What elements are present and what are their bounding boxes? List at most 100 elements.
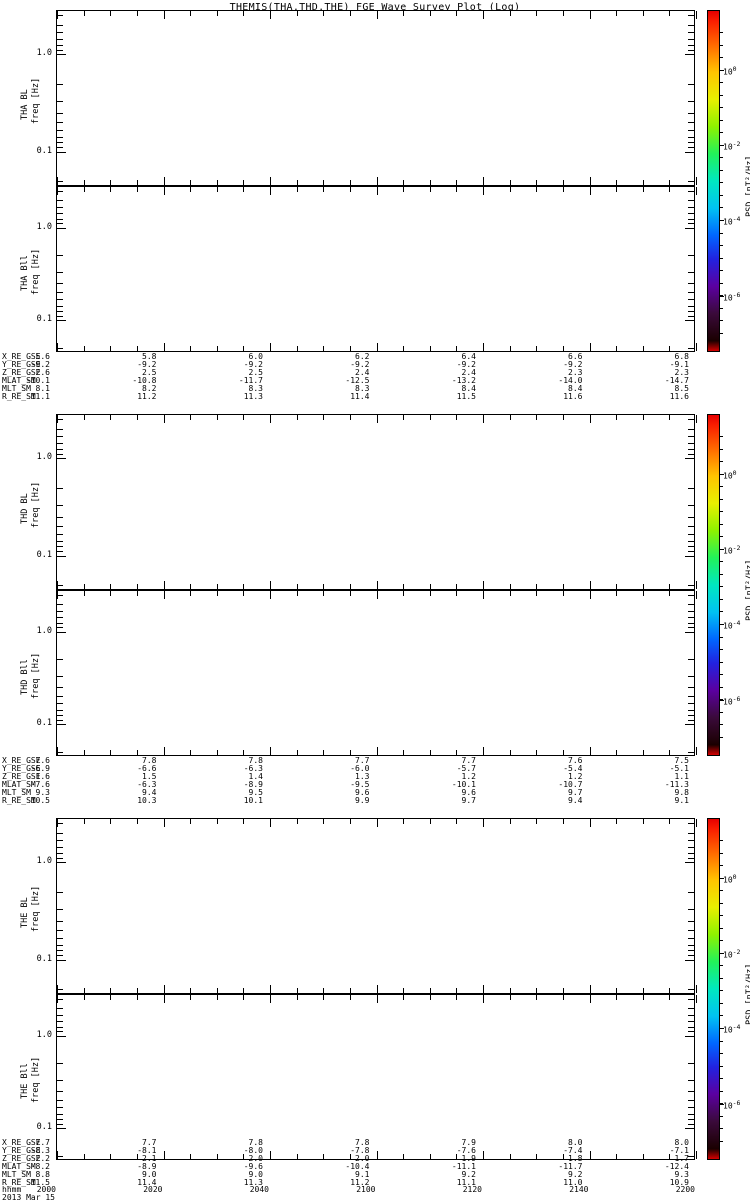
y-axis-tick	[57, 585, 63, 587]
time-tick-label: 2200	[675, 1185, 695, 1195]
x-axis-minor-tick	[296, 591, 298, 596]
x-axis-tick	[696, 985, 697, 993]
y-axis-tick	[688, 49, 694, 51]
y-axis-tick	[688, 1107, 694, 1109]
colorbar-minor-tick	[720, 711, 723, 713]
x-axis-minor-tick	[456, 415, 458, 420]
ephemeris-value: 9.1	[674, 795, 689, 805]
y-axis-tick	[57, 1007, 63, 1009]
x-axis-minor-tick	[83, 415, 85, 420]
y-axis-tick	[688, 585, 694, 587]
x-axis-minor-tick	[243, 11, 245, 16]
ephemeris-value: -10.8	[132, 375, 157, 385]
x-axis-minor-tick	[296, 346, 298, 351]
x-axis-minor-tick	[429, 180, 431, 185]
time-tick-label: 2000	[36, 1185, 56, 1195]
time-tick-label: 2020	[143, 1185, 163, 1195]
colorbar-minor-tick	[720, 561, 723, 563]
x-axis-tick	[57, 415, 58, 423]
y-axis-tick	[57, 1026, 63, 1028]
y-axis-tick	[688, 299, 694, 301]
x-axis-minor-tick	[562, 584, 564, 589]
ephemeris-value: 1.9	[461, 1153, 476, 1163]
x-axis-minor-tick	[136, 187, 138, 192]
colorbar-tick-label: 10-4	[723, 1023, 741, 1035]
y-axis-tick	[685, 1035, 694, 1037]
x-axis-tick	[696, 819, 697, 827]
x-axis-minor-tick	[243, 415, 245, 420]
y-axis-tick	[688, 540, 694, 542]
y-axis-title-tha-bpar: freq [Hz]	[31, 248, 41, 295]
y-axis-tick	[57, 617, 63, 619]
ephemeris-value: 9.4	[142, 787, 157, 797]
colorbar-minor-tick	[720, 1115, 723, 1117]
x-axis-minor-tick	[616, 11, 618, 16]
x-axis-minor-tick	[429, 591, 431, 596]
y-axis-tick	[688, 823, 694, 825]
ephemeris-value: 10.5	[30, 795, 50, 805]
x-axis-tick	[483, 985, 484, 993]
x-axis-minor-tick	[509, 750, 511, 755]
ephemeris-value: -7.4	[563, 1145, 583, 1155]
x-axis-minor-tick	[243, 750, 245, 755]
colorbar-minor-tick	[720, 636, 723, 638]
ephemeris-value: 7.8	[142, 756, 157, 765]
x-axis-minor-tick	[536, 1154, 538, 1159]
x-axis-tick	[270, 187, 271, 195]
ephemeris-value: -9.2	[243, 359, 263, 369]
y-axis-tick	[57, 622, 63, 624]
ephemeris-value: -5.4	[563, 763, 583, 773]
x-axis-tick	[483, 995, 484, 1003]
x-axis-tick	[696, 1151, 697, 1159]
y-axis-tick	[57, 862, 66, 864]
ephemeris-value: 9.4	[568, 795, 583, 805]
colorbar-minor-tick	[720, 1078, 723, 1080]
x-axis-minor-tick	[429, 584, 431, 589]
ephemeris-value: 7.7	[142, 1138, 157, 1147]
panel-label-tha-bperp: THA BL	[20, 89, 30, 120]
x-axis-tick	[483, 11, 484, 19]
ephemeris-value: 10.1	[243, 795, 263, 805]
y-axis-tick	[57, 458, 66, 460]
ephemeris-value: -6.6	[137, 763, 157, 773]
x-axis-minor-tick	[642, 995, 644, 1000]
x-axis-tick	[483, 1151, 484, 1159]
x-axis-minor-tick	[216, 180, 218, 185]
y-axis-tick	[688, 436, 694, 438]
ephemeris-value: -12.4	[664, 1161, 689, 1171]
x-axis-minor-tick	[669, 819, 671, 824]
y-axis-tick	[688, 147, 694, 149]
ephemeris-row-label: MLAT_SM	[2, 1161, 36, 1171]
x-axis-tick	[270, 343, 271, 351]
colorbar-minor-tick	[720, 623, 723, 625]
ephemeris-value: 7.8	[248, 1138, 263, 1147]
x-axis-minor-tick	[323, 584, 325, 589]
y-axis-tick	[57, 675, 63, 677]
x-axis-tick	[163, 581, 165, 589]
colorbar-minor-tick	[720, 257, 723, 259]
x-axis-minor-tick	[509, 995, 511, 1000]
colorbar-minor-tick	[720, 1002, 723, 1004]
x-axis-minor-tick	[616, 750, 618, 755]
x-axis-minor-tick	[349, 584, 351, 589]
ephemeris-value: 7.7	[35, 1138, 50, 1147]
x-axis-minor-tick	[136, 180, 138, 185]
ephemeris-value: -9.5	[350, 779, 370, 789]
colorbar-minor-tick	[720, 448, 723, 450]
ephemeris-value: -7.6	[456, 1145, 476, 1155]
ephemeris-value: 9.7	[568, 787, 583, 797]
x-axis-minor-tick	[562, 988, 564, 993]
y-axis-tick	[57, 1107, 63, 1109]
y-axis-tick	[57, 136, 63, 138]
y-axis-tick	[57, 723, 66, 725]
ephemeris-value: 11.3	[243, 391, 263, 401]
x-axis-tick	[589, 591, 591, 599]
x-axis-minor-tick	[642, 584, 644, 589]
x-axis-minor-tick	[403, 346, 405, 351]
ephemeris-row-label: X_RE_GSE	[2, 756, 41, 765]
x-axis-minor-tick	[136, 346, 138, 351]
x-axis-minor-tick	[243, 1154, 245, 1159]
x-axis-minor-tick	[110, 346, 112, 351]
y-axis-tick-label: 0.1	[36, 717, 52, 728]
colorbar-tick-label: 10-4	[723, 619, 741, 631]
